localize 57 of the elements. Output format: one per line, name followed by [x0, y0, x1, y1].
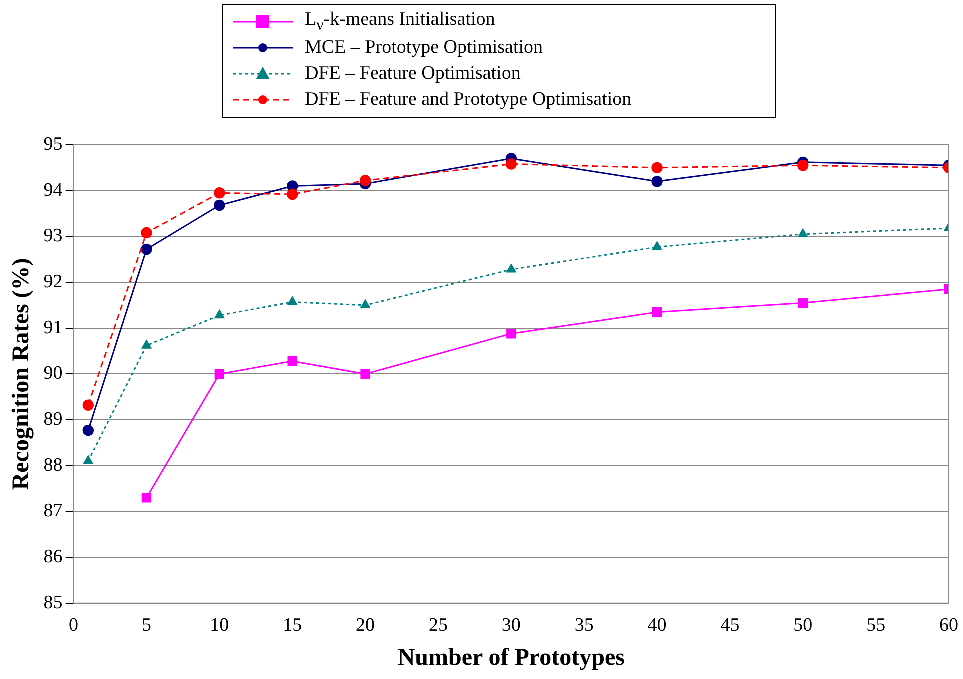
x-tick-label: 35 [574, 614, 594, 636]
point [287, 188, 298, 200]
point [288, 296, 298, 306]
point [360, 300, 370, 309]
point [798, 160, 809, 172]
x-tick-label: 5 [142, 614, 152, 636]
y-tick-label: 94 [44, 180, 64, 201]
y-tick-label: 91 [44, 317, 63, 338]
legend-label: DFE – Feature Optimisation [305, 63, 521, 85]
point [652, 307, 662, 318]
x-tick-label: 20 [356, 614, 376, 636]
point [83, 456, 94, 464]
x-tick-label: 0 [69, 614, 79, 636]
legend-label: DFE – Feature and Prototype Optimisation [305, 89, 632, 111]
y-tick-label: 88 [44, 454, 63, 476]
y-tick-label: 95 [44, 134, 63, 155]
point [360, 175, 372, 186]
x-tick-label: 55 [866, 614, 886, 636]
x-axis-title: Number of Prototypes [398, 644, 625, 671]
x-tick-label: 40 [648, 614, 667, 636]
x-tick-label: 15 [283, 614, 302, 636]
point [506, 264, 516, 273]
point [652, 242, 662, 250]
x-tick-label: 10 [210, 614, 230, 636]
point [798, 298, 808, 308]
y-tick-label: 93 [44, 226, 63, 247]
y-tick-label: 90 [44, 363, 63, 384]
point [214, 188, 226, 199]
y-tick-label: 89 [44, 409, 63, 430]
x-tick-label: 60 [940, 614, 958, 636]
y-tick-label: 92 [44, 272, 63, 293]
y-tick-label: 86 [44, 546, 63, 568]
x-tick-label: 50 [794, 614, 813, 636]
x-tick-label: 30 [502, 614, 521, 636]
point [652, 162, 663, 174]
point [798, 228, 808, 238]
y-tick-label: 85 [44, 592, 63, 614]
point [214, 369, 225, 380]
legend-label: L$_{ν}$-k-means Initialisation [305, 9, 496, 35]
point [82, 424, 94, 436]
y-tick-label: 87 [44, 500, 63, 522]
point [288, 356, 298, 366]
point [214, 200, 226, 212]
point [506, 158, 517, 170]
point [652, 176, 663, 188]
point [506, 329, 516, 339]
point [141, 244, 152, 256]
point [82, 400, 94, 411]
x-tick-label: 45 [720, 614, 740, 636]
point [360, 369, 370, 380]
point [141, 227, 152, 239]
y-axis-title: Recognition Rates (%) [8, 258, 35, 490]
point [214, 310, 225, 319]
point [142, 340, 152, 349]
x-tick-label: 25 [428, 614, 448, 636]
point [142, 493, 152, 503]
legend-label: MCE – Prototype Optimisation [305, 37, 544, 59]
